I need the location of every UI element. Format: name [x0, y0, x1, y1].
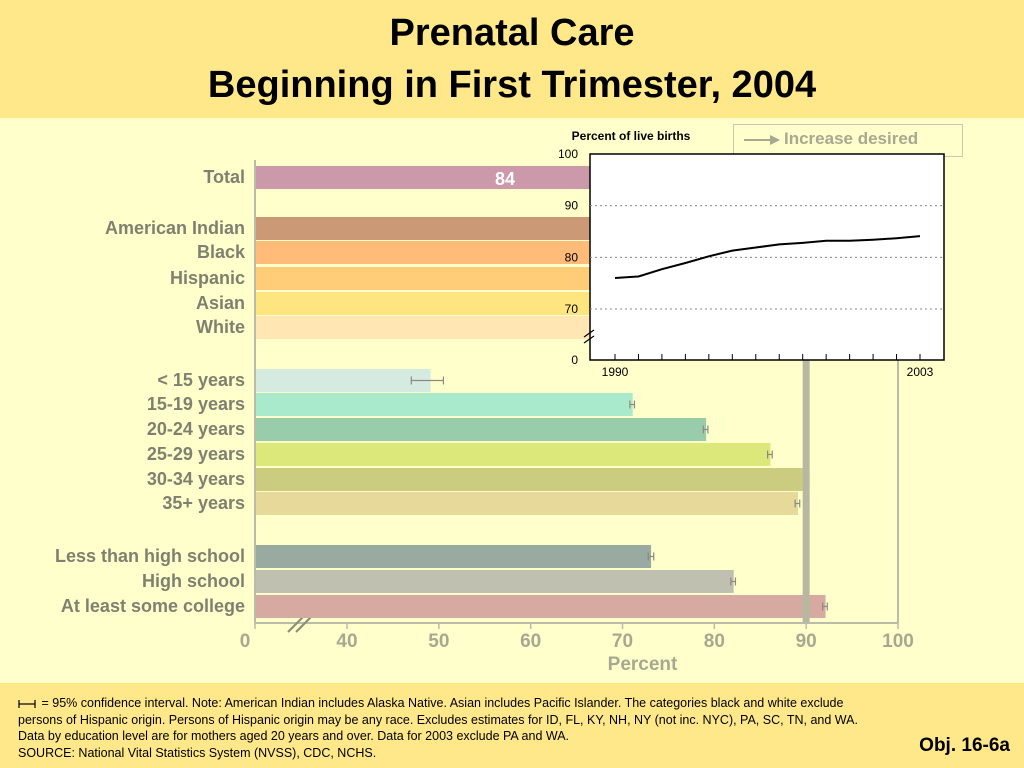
category-label: 15-19 years — [147, 394, 245, 414]
confidence-interval-icon — [18, 699, 36, 708]
trend-line — [614, 235, 921, 279]
chart-title-line2: Beginning in First Trimester, 2004 — [207, 64, 817, 106]
category-label: Hispanic — [170, 268, 245, 288]
legend-label: Increase desired — [784, 129, 919, 148]
title-banner: Prenatal Care Beginning in First Trimest… — [0, 0, 1024, 118]
x-tick-label: 80 — [704, 631, 725, 652]
bar — [256, 570, 734, 593]
footnote: = 95% confidence interval. Note: America… — [18, 695, 878, 761]
inset-y-tick-label: 0 — [571, 353, 578, 367]
inset-y-tick-label: 100 — [558, 147, 578, 161]
x-tick-label: 0 — [240, 631, 251, 652]
bar — [256, 545, 652, 568]
axis-break-mark — [295, 615, 313, 633]
inset-axis-break — [583, 335, 595, 344]
bar — [256, 443, 771, 466]
chart-title-line1: Prenatal Care — [389, 12, 635, 54]
x-tick-label: 70 — [612, 631, 633, 652]
x-tick-label: 40 — [336, 631, 357, 652]
bar — [256, 595, 826, 618]
category-label: 25-29 years — [147, 444, 245, 464]
category-label: Asian — [196, 293, 245, 313]
footnote-text: = 95% confidence interval. Note: America… — [18, 696, 858, 744]
x-axis-title: Percent — [608, 654, 678, 675]
bar — [256, 393, 633, 416]
category-label: At least some college — [61, 596, 245, 616]
arrow-right-icon — [744, 135, 780, 145]
x-tick-label: 60 — [520, 631, 541, 652]
category-label: 30-34 years — [147, 469, 245, 489]
x-tick-label: 50 — [428, 631, 449, 652]
bar — [256, 369, 431, 392]
bar — [256, 492, 798, 515]
inset-x-tick-label: 2003 — [907, 365, 934, 379]
category-label: White — [196, 317, 245, 337]
bar — [256, 468, 808, 491]
footnote-source: SOURCE: National Vital Statistics System… — [18, 745, 377, 760]
inset-axis-break — [583, 329, 595, 338]
x-tick-label: 100 — [882, 631, 914, 652]
category-label: High school — [142, 571, 245, 591]
inset-title: Percent of live births — [572, 129, 691, 143]
category-label: Less than high school — [55, 546, 245, 566]
category-label: 20-24 years — [147, 419, 245, 439]
inset-y-tick-label: 70 — [565, 302, 579, 316]
category-label: Black — [197, 242, 246, 262]
bar — [256, 418, 707, 441]
trend-inset: Percent of live births 0 70 80 90 100 1990 2003 — [548, 124, 948, 389]
category-label: < 15 years — [157, 370, 245, 390]
category-label: American Indian — [105, 218, 245, 238]
bar-value-label: 84 — [495, 169, 515, 189]
x-tick-label: 90 — [796, 631, 817, 652]
category-label: 35+ years — [162, 493, 245, 513]
inset-y-tick-label: 90 — [565, 199, 579, 213]
axis-break-mark — [287, 615, 305, 633]
line-chart: Percent of live births 0 70 80 90 100 1990 2003 — [558, 129, 945, 379]
objective-label: Obj. 16-6a — [919, 735, 1010, 756]
inset-x-tick-label: 1990 — [602, 365, 629, 379]
category-label: Total — [203, 167, 245, 187]
inset-y-tick-label: 80 — [565, 250, 579, 264]
footnote-banner: = 95% confidence interval. Note: America… — [0, 683, 1024, 768]
